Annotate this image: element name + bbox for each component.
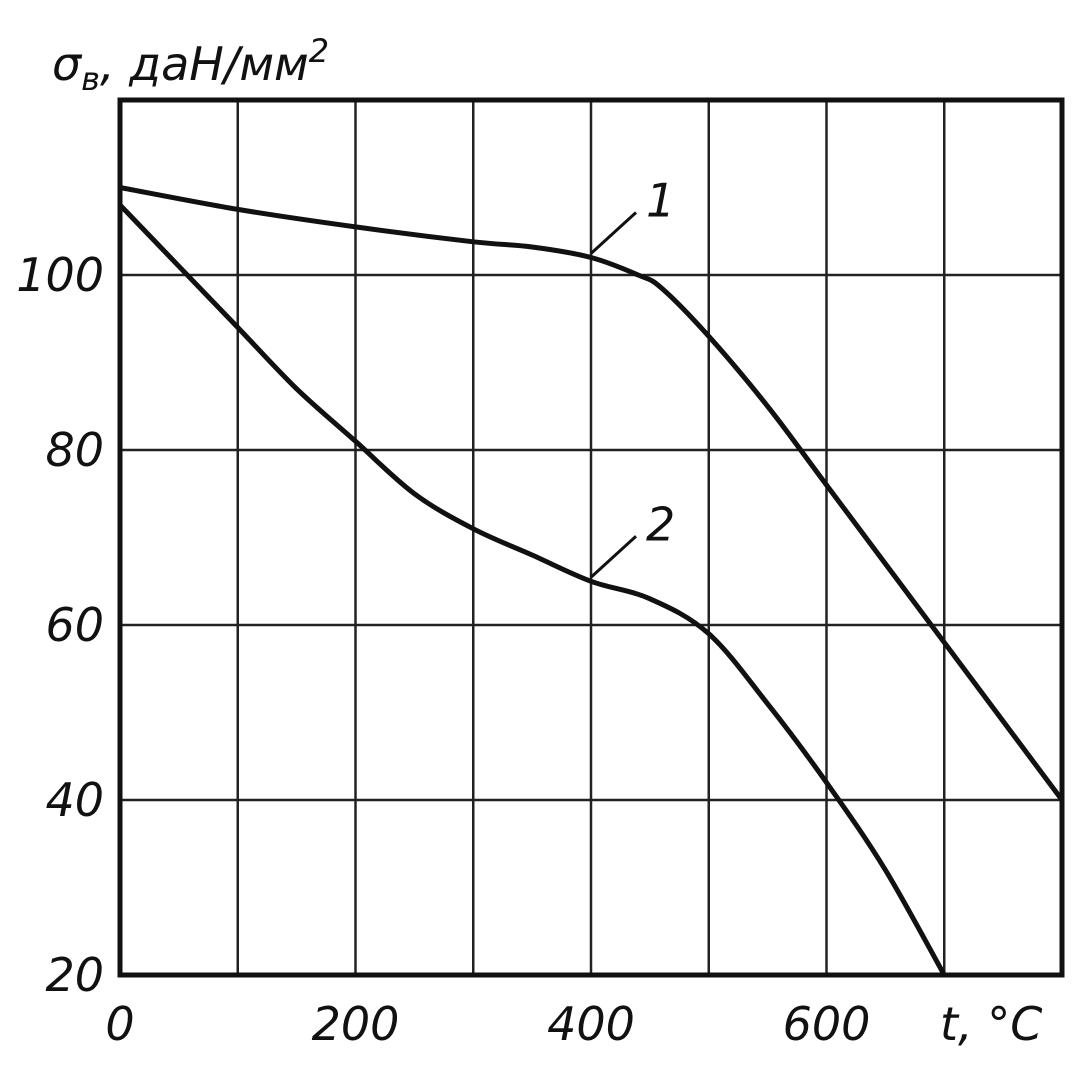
series-1-leader: [589, 211, 638, 255]
y-tick-label: 20: [45, 948, 104, 1002]
y-axis-title: σв, даН/мм2: [52, 32, 329, 98]
y-axis-superscript: 2: [309, 32, 329, 70]
plot-frame: [117, 97, 1065, 978]
y-tick-label: 80: [45, 423, 104, 477]
x-axis-title: t, °C: [940, 997, 1042, 1051]
series-1-label: 1: [646, 174, 675, 228]
y-axis-subscript: в: [81, 60, 100, 98]
curve-labels: 12: [589, 174, 675, 579]
series-2-line: [117, 202, 947, 978]
x-tick-label: 400: [547, 997, 635, 1051]
grid: [120, 100, 1062, 975]
series-2-leader: [589, 535, 638, 579]
y-tick-label: 60: [45, 598, 104, 652]
y-tick-label: 40: [45, 773, 104, 827]
y-tick-labels: 20 40 60 80 100: [16, 248, 104, 1002]
series-2-label: 2: [646, 497, 675, 551]
x-tick-label: 200: [312, 997, 400, 1051]
y-tick-label: 100: [16, 248, 104, 302]
x-tick-label: 600: [783, 997, 871, 1051]
x-tick-labels: 0 200 400 600: [105, 997, 870, 1051]
y-axis-unit: , даН/мм: [100, 37, 309, 91]
x-tick-label: 0: [105, 997, 134, 1051]
curves: [117, 185, 1065, 978]
y-axis-symbol: σ: [52, 37, 83, 91]
series-1-line: [117, 185, 1065, 803]
